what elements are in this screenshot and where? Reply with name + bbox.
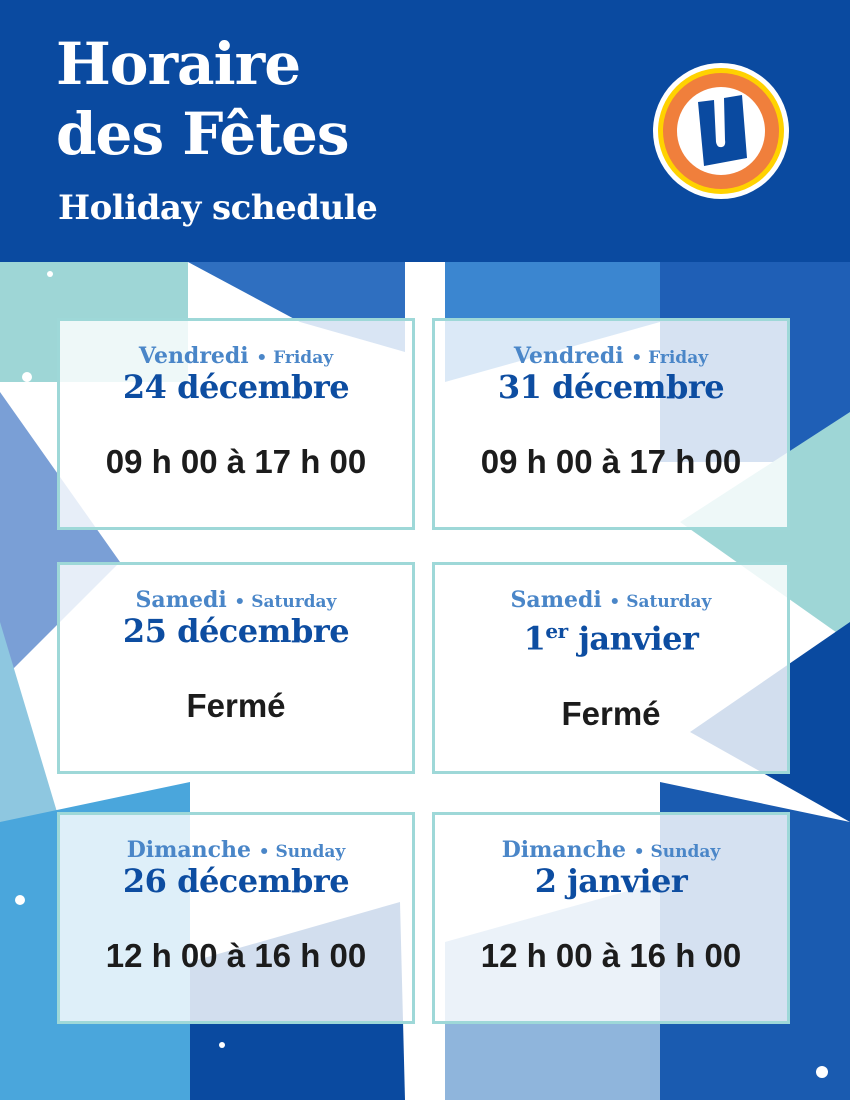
- schedule-card-dec-25: Samedi • Saturday 25 décembre Fermé: [57, 562, 415, 774]
- separator: •: [631, 348, 643, 368]
- schedule-card-jan-2: Dimanche • Sunday 2 janvier 12 h 00 à 16…: [432, 812, 790, 1024]
- separator: •: [609, 592, 621, 612]
- day-en: Sunday: [275, 842, 346, 862]
- day-fr: Vendredi: [513, 343, 624, 369]
- date: 25 décembre: [122, 612, 350, 650]
- hours: Fermé: [186, 687, 286, 724]
- hours: 09 h 00 à 17 h 00: [480, 443, 742, 480]
- day-en: Saturday: [626, 592, 712, 612]
- day-en: Saturday: [251, 592, 337, 612]
- header: Horaire des Fêtes Holiday schedule: [0, 0, 850, 262]
- day-fr: Vendredi: [138, 343, 249, 369]
- day-en: Friday: [273, 348, 334, 368]
- date: 26 décembre: [122, 862, 350, 900]
- date: 1er janvier: [435, 613, 787, 657]
- day-en: Friday: [648, 348, 709, 368]
- separator: •: [633, 842, 645, 862]
- day-fr: Samedi: [510, 587, 602, 613]
- schedule-card-dec-31: Vendredi • Friday 31 décembre 09 h 00 à …: [432, 318, 790, 530]
- hours: 12 h 00 à 16 h 00: [480, 937, 742, 974]
- day-fr: Dimanche: [501, 837, 627, 863]
- day-fr: Dimanche: [126, 837, 252, 863]
- hours: 09 h 00 à 17 h 00: [105, 443, 367, 480]
- schedule-card-dec-26: Dimanche • Sunday 26 décembre 12 h 00 à …: [57, 812, 415, 1024]
- date: 2 janvier: [534, 862, 688, 900]
- separator: •: [258, 842, 270, 862]
- hours: Fermé: [561, 694, 661, 732]
- separator: •: [256, 348, 268, 368]
- hours: 12 h 00 à 16 h 00: [105, 937, 367, 974]
- date-ordinal: er: [545, 619, 568, 643]
- date: 24 décembre: [122, 368, 350, 406]
- subtitle: Holiday schedule: [58, 188, 378, 228]
- date: 31 décembre: [497, 368, 725, 406]
- day-en: Sunday: [650, 842, 721, 862]
- title-line-1: Horaire: [56, 30, 301, 98]
- date-month: janvier: [567, 619, 699, 658]
- date-number: 1: [523, 619, 546, 658]
- schedule-card-jan-1: Samedi • Saturday 1er janvier Fermé: [432, 562, 790, 774]
- title-line-2: des Fêtes: [56, 100, 350, 168]
- day-fr: Samedi: [135, 587, 227, 613]
- uniprix-logo-icon: [653, 63, 789, 199]
- separator: •: [234, 592, 246, 612]
- schedule-card-dec-24: Vendredi • Friday 24 décembre 09 h 00 à …: [57, 318, 415, 530]
